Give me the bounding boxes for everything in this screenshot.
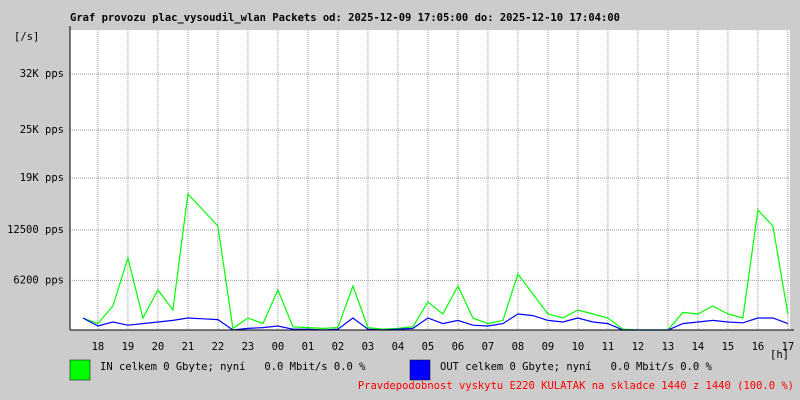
x-tick-label: 17 — [782, 341, 795, 353]
x-tick-label: 11 — [602, 341, 615, 353]
x-tick-label: 07 — [482, 341, 495, 353]
series-line — [82, 313, 789, 331]
y-axis-label: [/s] — [14, 31, 39, 43]
x-tick-label: 06 — [452, 341, 465, 353]
x-tick-label: 21 — [182, 341, 195, 353]
x-tick-label: 01 — [302, 341, 315, 353]
x-tick-label: 00 — [272, 341, 285, 353]
x-tick-label: 23 — [242, 341, 255, 353]
x-tick-label: 19 — [122, 341, 135, 353]
x-axis-label: [h] — [770, 349, 789, 361]
y-tick-label: 32K pps — [20, 68, 64, 80]
x-tick-label: 08 — [512, 341, 525, 353]
legend-swatch — [69, 359, 91, 381]
legend-label: IN celkem 0 Gbyte; nyní 0.0 Mbit/s 0.0 % — [100, 361, 366, 373]
footnote: Pravdepodobnost vyskytu E220 KULATAK na … — [358, 380, 794, 392]
x-tick-label: 03 — [362, 341, 375, 353]
x-tick-label: 20 — [152, 341, 165, 353]
chart-title: Graf provozu plac_vysoudil_wlan Packets … — [70, 12, 620, 24]
legend-label: OUT celkem 0 Gbyte; nyní 0.0 Mbit/s 0.0 … — [440, 361, 713, 373]
x-tick-label: 04 — [392, 341, 405, 353]
x-tick-label: 05 — [422, 341, 435, 353]
plot-area — [70, 30, 790, 330]
x-tick-label: 14 — [692, 341, 705, 353]
y-tick-label: 19K pps — [20, 172, 64, 184]
x-tick-label: 12 — [632, 341, 645, 353]
x-tick-label: 10 — [572, 341, 585, 353]
legend-swatch — [409, 359, 431, 381]
y-tick-label: 12500 pps — [7, 224, 64, 236]
x-tick-label: 13 — [662, 341, 675, 353]
x-tick-label: 18 — [92, 341, 105, 353]
x-tick-label: 22 — [212, 341, 225, 353]
x-tick-label: 15 — [722, 341, 735, 353]
y-tick-label: 6200 pps — [13, 274, 64, 286]
series-line — [82, 192, 789, 331]
y-tick-label: 25K pps — [20, 124, 64, 136]
x-tick-label: 02 — [332, 341, 345, 353]
x-tick-label: 16 — [752, 341, 765, 353]
x-tick-label: 09 — [542, 341, 555, 353]
